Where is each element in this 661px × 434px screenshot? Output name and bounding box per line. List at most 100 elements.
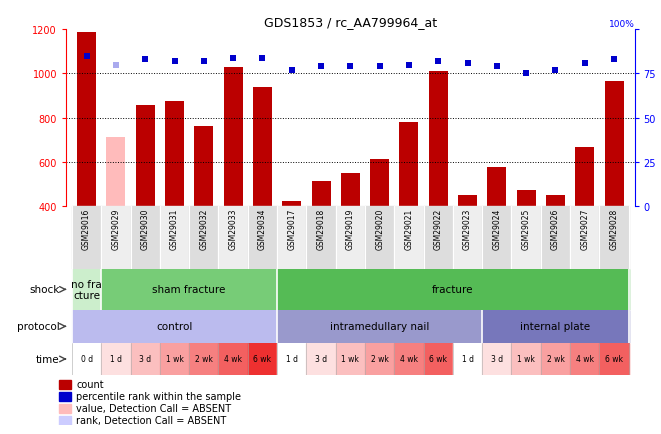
- Bar: [517, 191, 535, 206]
- Point: [462, 60, 473, 67]
- Bar: [482, 206, 512, 269]
- Text: GSM29033: GSM29033: [229, 208, 237, 250]
- Point: [492, 64, 502, 71]
- Bar: [282, 202, 301, 206]
- Text: rank, Detection Call = ABSENT: rank, Detection Call = ABSENT: [76, 415, 226, 425]
- Bar: [605, 82, 623, 206]
- Bar: [341, 173, 360, 206]
- Text: 2 wk: 2 wk: [547, 355, 564, 364]
- Text: 1 d: 1 d: [110, 355, 122, 364]
- Bar: [424, 206, 453, 269]
- Bar: [136, 106, 155, 206]
- Text: 3 d: 3 d: [490, 355, 503, 364]
- Point: [580, 60, 590, 67]
- Bar: [277, 310, 482, 343]
- Point: [521, 71, 531, 78]
- Bar: [59, 404, 71, 413]
- Text: GSM29022: GSM29022: [434, 208, 443, 249]
- Title: GDS1853 / rc_AA799964_at: GDS1853 / rc_AA799964_at: [264, 16, 437, 29]
- Bar: [248, 206, 277, 269]
- Text: GSM29034: GSM29034: [258, 208, 267, 250]
- Bar: [59, 392, 71, 401]
- Bar: [59, 416, 71, 425]
- Point: [286, 67, 297, 74]
- Bar: [546, 195, 565, 206]
- Text: GSM29031: GSM29031: [170, 208, 179, 249]
- Bar: [482, 343, 512, 375]
- Point: [609, 57, 619, 64]
- Point: [550, 67, 561, 74]
- Bar: [160, 343, 189, 375]
- Text: GSM29020: GSM29020: [375, 208, 384, 249]
- Bar: [600, 343, 629, 375]
- Point: [140, 57, 151, 64]
- Bar: [277, 269, 629, 310]
- Point: [404, 62, 414, 69]
- Bar: [101, 206, 131, 269]
- Text: time: time: [36, 354, 59, 364]
- Text: 1 wk: 1 wk: [341, 355, 360, 364]
- Bar: [72, 310, 277, 343]
- Text: GSM29032: GSM29032: [200, 208, 208, 249]
- Text: fracture: fracture: [432, 285, 474, 295]
- Bar: [189, 206, 219, 269]
- Bar: [253, 88, 272, 206]
- Bar: [277, 343, 307, 375]
- Bar: [336, 206, 365, 269]
- Point: [257, 55, 268, 62]
- Bar: [370, 160, 389, 206]
- Bar: [131, 206, 160, 269]
- Text: count: count: [76, 379, 104, 389]
- Text: protocol: protocol: [17, 322, 59, 332]
- Point: [345, 64, 356, 71]
- Bar: [72, 343, 101, 375]
- Text: value, Detection Call = ABSENT: value, Detection Call = ABSENT: [76, 403, 231, 413]
- Bar: [512, 206, 541, 269]
- Bar: [365, 206, 394, 269]
- Bar: [307, 343, 336, 375]
- Bar: [541, 206, 570, 269]
- Bar: [512, 343, 541, 375]
- Text: 6 wk: 6 wk: [429, 355, 447, 364]
- Bar: [277, 206, 307, 269]
- Bar: [160, 206, 189, 269]
- Text: shock: shock: [29, 285, 59, 295]
- Text: 1 d: 1 d: [461, 355, 473, 364]
- Bar: [336, 343, 365, 375]
- Text: 3 d: 3 d: [139, 355, 151, 364]
- Text: 100%: 100%: [609, 20, 635, 29]
- Bar: [307, 206, 336, 269]
- Bar: [600, 206, 629, 269]
- Text: 2 wk: 2 wk: [195, 355, 213, 364]
- Bar: [453, 343, 482, 375]
- Text: 3 d: 3 d: [315, 355, 327, 364]
- Text: GSM29027: GSM29027: [580, 208, 589, 249]
- Bar: [131, 343, 160, 375]
- Bar: [106, 138, 126, 206]
- Bar: [429, 72, 447, 206]
- Text: 4 wk: 4 wk: [400, 355, 418, 364]
- Bar: [575, 148, 594, 206]
- Text: GSM29016: GSM29016: [82, 208, 91, 249]
- Text: sham fracture: sham fracture: [153, 285, 226, 295]
- Text: 1 wk: 1 wk: [517, 355, 535, 364]
- Bar: [453, 206, 482, 269]
- Bar: [570, 206, 600, 269]
- Text: internal plate: internal plate: [520, 322, 590, 332]
- Bar: [101, 269, 277, 310]
- Bar: [399, 123, 418, 206]
- Point: [169, 59, 180, 66]
- Bar: [487, 168, 506, 206]
- Text: 6 wk: 6 wk: [253, 355, 272, 364]
- Text: 1 d: 1 d: [286, 355, 297, 364]
- Bar: [458, 195, 477, 206]
- Point: [374, 64, 385, 71]
- Bar: [194, 127, 214, 206]
- Bar: [223, 68, 243, 206]
- Bar: [59, 380, 71, 389]
- Text: 6 wk: 6 wk: [605, 355, 623, 364]
- Bar: [365, 343, 394, 375]
- Text: GSM29026: GSM29026: [551, 208, 560, 249]
- Text: GSM29018: GSM29018: [317, 208, 325, 249]
- Bar: [394, 343, 424, 375]
